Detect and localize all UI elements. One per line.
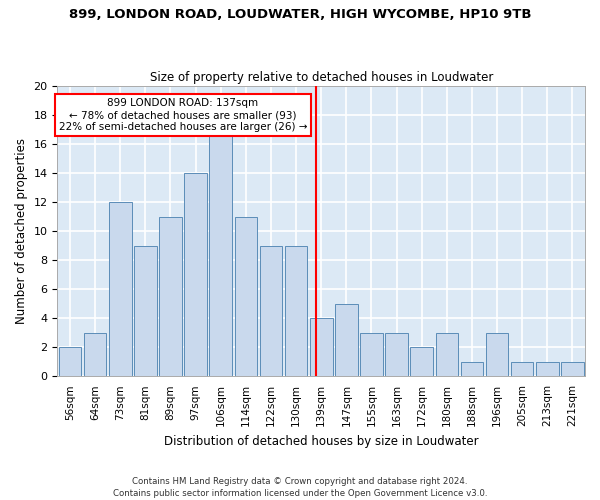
Bar (436, 333, 458, 376)
Text: 899 LONDON ROAD: 137sqm
← 78% of detached houses are smaller (93)
22% of semi-de: 899 LONDON ROAD: 137sqm ← 78% of detache… (59, 98, 307, 132)
Bar (184, 173, 207, 376)
Bar (134, 246, 157, 376)
Bar (385, 333, 408, 376)
Bar (360, 333, 383, 376)
Bar (109, 202, 131, 376)
Title: Size of property relative to detached houses in Loudwater: Size of property relative to detached ho… (149, 70, 493, 84)
Text: Contains HM Land Registry data © Crown copyright and database right 2024.
Contai: Contains HM Land Registry data © Crown c… (113, 476, 487, 498)
X-axis label: Distribution of detached houses by size in Loudwater: Distribution of detached houses by size … (164, 434, 479, 448)
Bar (260, 246, 282, 376)
Bar (285, 246, 307, 376)
Bar (310, 318, 332, 376)
Bar (159, 216, 182, 376)
Bar (410, 348, 433, 376)
Bar (59, 348, 81, 376)
Text: 899, LONDON ROAD, LOUDWATER, HIGH WYCOMBE, HP10 9TB: 899, LONDON ROAD, LOUDWATER, HIGH WYCOMB… (69, 8, 531, 20)
Bar (84, 333, 106, 376)
Bar (209, 130, 232, 376)
Bar (461, 362, 483, 376)
Y-axis label: Number of detached properties: Number of detached properties (15, 138, 28, 324)
Bar (486, 333, 508, 376)
Bar (235, 216, 257, 376)
Bar (335, 304, 358, 376)
Bar (536, 362, 559, 376)
Bar (561, 362, 584, 376)
Bar (511, 362, 533, 376)
